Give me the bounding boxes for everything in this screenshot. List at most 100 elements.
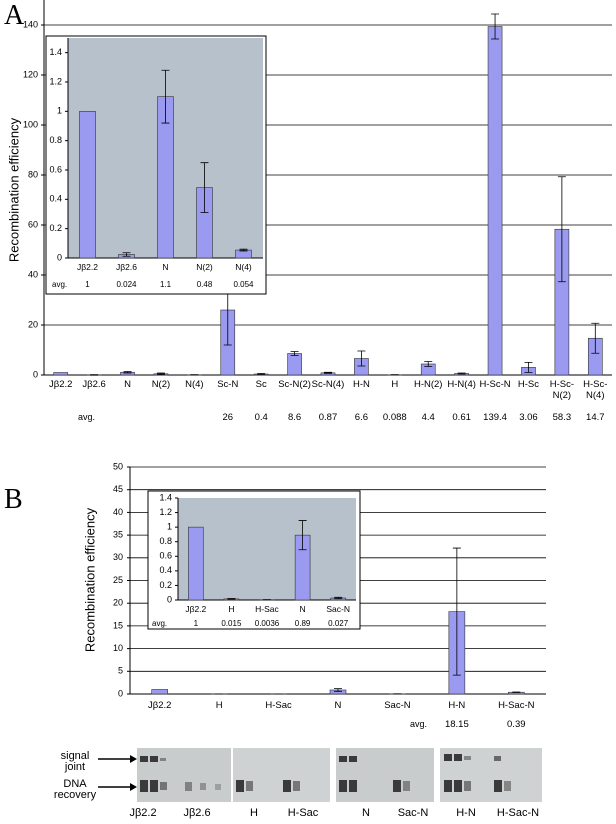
y-tick-label: 140 bbox=[23, 19, 38, 29]
lane-label: H bbox=[250, 807, 258, 819]
value-label: 139.4 bbox=[483, 412, 507, 423]
y-tick-label: 0.6 bbox=[49, 164, 62, 174]
x-tick-label: Jβ2.2 bbox=[77, 262, 98, 272]
value-label: 8.6 bbox=[287, 412, 302, 423]
y-tick-label: 1.2 bbox=[159, 507, 172, 517]
bar bbox=[53, 372, 69, 376]
error-bar bbox=[591, 322, 600, 354]
bar bbox=[151, 689, 169, 695]
value-label: 6.6 bbox=[354, 412, 369, 423]
y-tick-label: 0 bbox=[33, 369, 38, 379]
error-bar bbox=[122, 252, 131, 257]
bar bbox=[287, 353, 302, 376]
bar bbox=[188, 526, 204, 601]
value-label: 0.024 bbox=[116, 280, 137, 289]
y-tick-label: 45 bbox=[113, 484, 123, 494]
lane-label: H-Sac bbox=[287, 807, 319, 819]
avg-label: avg. bbox=[152, 619, 168, 628]
lane-label: Jβ2.2 bbox=[129, 807, 157, 819]
x-tick-label: H bbox=[215, 700, 223, 711]
gel-bands bbox=[140, 754, 511, 792]
y-tick-label: 0.8 bbox=[49, 135, 62, 145]
x-tick-label: N(4) bbox=[185, 379, 204, 390]
y-tick-label: 20 bbox=[113, 598, 123, 608]
error-bar bbox=[334, 688, 342, 692]
error-bar bbox=[324, 371, 332, 374]
avg-label: avg. bbox=[410, 719, 428, 729]
x-tick-label: N(2) bbox=[196, 262, 213, 272]
y-tick-label: 0 bbox=[167, 594, 172, 604]
x-tick-label: Sc-N bbox=[217, 379, 239, 390]
bar bbox=[487, 26, 503, 376]
lane-label: Sac-N bbox=[397, 807, 429, 819]
error-bar bbox=[357, 350, 366, 367]
error-bar bbox=[190, 374, 199, 376]
lane-label: H-Sac-N bbox=[496, 807, 540, 819]
y-tick-label: 0.6 bbox=[159, 551, 172, 561]
x-tick-label: Sc-N(2) bbox=[278, 379, 311, 390]
error-bar bbox=[557, 176, 566, 283]
x-tick-label: Sc bbox=[255, 379, 267, 390]
value-label: 0.61 bbox=[452, 412, 471, 423]
value-label: 0.015 bbox=[221, 619, 242, 628]
value-label: 26 bbox=[222, 412, 234, 423]
panel-label: B bbox=[4, 484, 23, 515]
x-tick-label: H-N bbox=[448, 700, 466, 711]
x-tick-label: Jβ2.2 bbox=[48, 379, 73, 390]
value-label: 1 bbox=[85, 280, 90, 289]
error-bar bbox=[227, 598, 236, 600]
error-bar bbox=[290, 351, 299, 356]
x-tick-label: Sac-N bbox=[326, 604, 350, 614]
y-tick-label: 30 bbox=[113, 552, 123, 562]
gel-images bbox=[98, 748, 542, 802]
y-tick-label: 15 bbox=[113, 620, 123, 630]
value-label: 0.4 bbox=[254, 412, 268, 423]
y-tick-label: 1 bbox=[57, 106, 62, 116]
x-tick-label: Sc-N(4) bbox=[311, 379, 345, 390]
value-label: 0.088 bbox=[382, 412, 407, 423]
value-label: 14.7 bbox=[586, 412, 605, 423]
x-tick-label: N(4) bbox=[235, 262, 252, 272]
x-tick-label: H-Sc-N(2) bbox=[549, 379, 575, 401]
error-bar bbox=[424, 361, 433, 367]
value-label: 4.4 bbox=[421, 412, 435, 423]
error-bar bbox=[457, 372, 466, 375]
bar bbox=[79, 111, 96, 259]
error-bar bbox=[334, 596, 343, 600]
x-tick-label: Jβ2.2 bbox=[185, 604, 207, 614]
gel bbox=[233, 748, 330, 802]
y-tick-label: 0 bbox=[57, 252, 62, 262]
y-tick-label: 0.2 bbox=[49, 223, 62, 233]
x-tick-label: H bbox=[228, 604, 235, 614]
error-bar bbox=[491, 13, 500, 40]
x-tick-label: Jβ2.2 bbox=[148, 700, 172, 711]
y-tick-label: 20 bbox=[28, 319, 38, 329]
y-tick-label: 25 bbox=[113, 575, 123, 585]
y-tick-label: 35 bbox=[113, 529, 123, 539]
value-label: 1 bbox=[193, 619, 199, 628]
error-bar bbox=[123, 371, 132, 374]
x-tick-label: H-N bbox=[352, 379, 370, 390]
y-tick-label: 80 bbox=[28, 169, 38, 179]
y-tick-label: 40 bbox=[28, 269, 38, 279]
value-label: 0.027 bbox=[328, 619, 349, 628]
lane-label: H-N bbox=[456, 807, 476, 819]
error-bar bbox=[161, 69, 170, 124]
y-axis-label: Recombination efficiency bbox=[82, 507, 98, 653]
marker-label: DNA recovery bbox=[53, 778, 97, 801]
avg-label: avg. bbox=[78, 412, 96, 422]
y-tick-label: 1.4 bbox=[159, 492, 172, 502]
lane-label: Jβ2.6 bbox=[183, 807, 211, 819]
x-tick-label: H-Sac bbox=[255, 604, 279, 614]
y-tick-label: 60 bbox=[28, 219, 38, 229]
y-tick-label: 100 bbox=[23, 119, 38, 129]
x-tick-label: H-Sc bbox=[517, 379, 540, 390]
value-label: 1.1 bbox=[159, 280, 172, 289]
error-bar bbox=[156, 372, 165, 375]
y-tick-label: 120 bbox=[23, 69, 38, 79]
x-tick-label: N bbox=[299, 604, 306, 614]
x-tick-label: H-Sc-N bbox=[479, 379, 511, 390]
x-tick-label: Jβ2.6 bbox=[116, 262, 137, 272]
value-label: 0.48 bbox=[196, 280, 213, 289]
